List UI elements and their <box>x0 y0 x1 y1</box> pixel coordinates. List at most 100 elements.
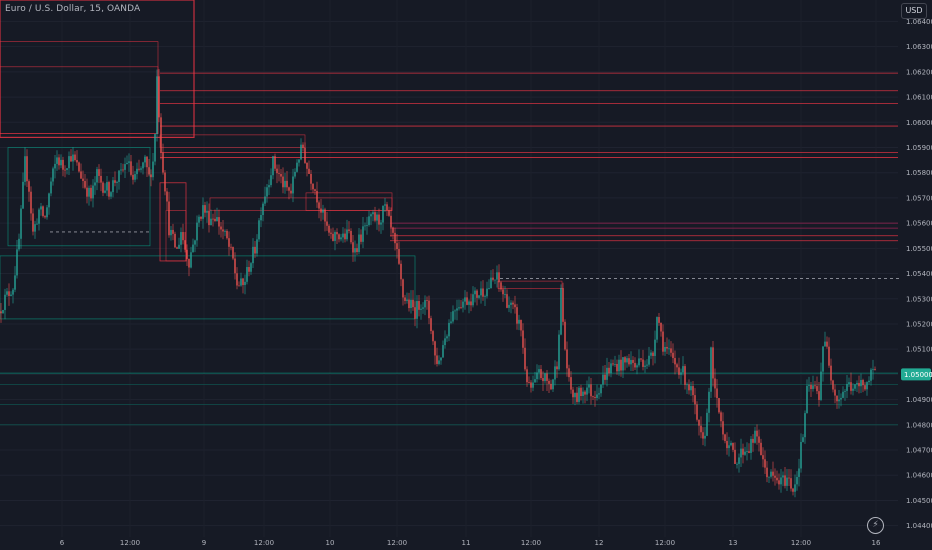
candle-up <box>170 229 172 236</box>
candle-up <box>478 295 480 298</box>
supply-zone-box <box>0 41 159 134</box>
candle-down <box>336 232 338 235</box>
candle-down <box>568 368 570 378</box>
candle-down <box>234 258 236 274</box>
candle-down <box>0 311 2 314</box>
candle-up <box>190 252 192 268</box>
candle-down <box>778 480 780 485</box>
candle-up <box>474 290 476 295</box>
candle-down <box>64 169 66 171</box>
price-tick-label: 1.04800 <box>906 421 932 429</box>
candle-up <box>744 451 746 455</box>
symbol-title[interactable]: Euro / U.S. Dollar, 15, OANDA <box>5 4 141 14</box>
candle-down <box>176 247 178 249</box>
price-tick-label: 1.05300 <box>906 295 932 303</box>
candle-up <box>846 384 848 391</box>
candle-up <box>340 237 342 240</box>
currency-button[interactable]: USD <box>901 3 927 19</box>
price-tick-label: 1.04600 <box>906 472 932 480</box>
candle-up <box>822 346 824 372</box>
price-axis[interactable]: 1.06400 1.06300 1.06200 1.06100 1.06000 1.059… <box>906 18 932 530</box>
candle-up <box>448 322 450 337</box>
candle-down <box>122 169 124 171</box>
candle-up <box>12 289 14 295</box>
candle-up <box>614 363 616 365</box>
candle-down <box>608 367 610 374</box>
candle-down <box>874 369 876 370</box>
candle-down <box>818 391 820 400</box>
candle-down <box>542 378 544 382</box>
candle-down <box>788 477 790 479</box>
supply-zone-box <box>305 192 393 211</box>
supply-zone-box <box>0 0 195 139</box>
candle-down <box>612 363 614 365</box>
candle-down <box>834 389 836 396</box>
candle-up <box>410 299 412 309</box>
candle-down <box>584 391 586 395</box>
candle-down <box>826 341 828 347</box>
candle-down <box>78 162 80 172</box>
candle-down <box>718 398 720 413</box>
candle-down <box>670 348 672 353</box>
candle-up <box>458 307 460 309</box>
candle-up <box>224 230 226 232</box>
supply-zone-box <box>159 134 306 148</box>
candle-down <box>394 232 396 244</box>
candle-down <box>412 299 414 308</box>
candle-up <box>552 379 554 390</box>
candle-down <box>28 181 30 192</box>
candle-down <box>276 168 278 174</box>
candle-up <box>92 185 94 199</box>
lightning-icon[interactable]: ⚡ <box>867 517 884 534</box>
candle-down <box>492 277 494 280</box>
candle-down <box>318 202 320 209</box>
candle-down <box>228 238 230 247</box>
candle-down <box>62 159 64 170</box>
candle-up <box>384 204 386 206</box>
candle-up <box>804 413 806 438</box>
candle-down <box>576 392 578 402</box>
candle-up <box>264 196 266 204</box>
candle-up <box>144 156 146 163</box>
candle-up <box>126 162 128 165</box>
candle-up <box>10 294 12 296</box>
price-tick-label: 1.05700 <box>906 194 932 202</box>
candle-down <box>326 221 328 226</box>
candle-up <box>452 311 454 322</box>
candle-up <box>258 220 260 240</box>
candle-up <box>366 224 368 226</box>
candle-up <box>598 393 600 395</box>
time-tick-label: 12:00 <box>791 539 811 547</box>
candle-up <box>342 233 344 238</box>
candle-down <box>790 478 792 489</box>
candle-down <box>540 369 542 379</box>
candle-down <box>70 156 72 162</box>
candle-up <box>36 223 38 225</box>
candle-up <box>54 163 56 169</box>
time-axis[interactable]: 6 12:00 9 12:00 10 12:00 11 12:00 12 12:00 13 12:00… <box>60 539 881 547</box>
candle-up <box>354 248 356 253</box>
candle-down <box>658 317 660 323</box>
candle-down <box>742 448 744 455</box>
candle-down <box>108 182 110 197</box>
candle-down <box>748 451 750 453</box>
candle-down <box>772 471 774 476</box>
candle-down <box>402 279 404 298</box>
candle-down <box>546 373 548 381</box>
candle-up <box>838 399 840 402</box>
horizontal-levels <box>0 72 900 426</box>
candle-down <box>428 300 430 319</box>
candle-up <box>60 159 62 166</box>
candle-up <box>34 224 36 232</box>
candle-up <box>20 208 22 239</box>
candle-down <box>830 365 832 381</box>
candle-up <box>196 222 198 241</box>
candle-up <box>602 374 604 385</box>
candle-up <box>18 238 20 250</box>
candle-down <box>692 386 694 396</box>
candle-down <box>274 156 276 169</box>
candle-up <box>840 397 842 400</box>
candle-up <box>710 347 712 392</box>
candle-up <box>626 358 628 363</box>
